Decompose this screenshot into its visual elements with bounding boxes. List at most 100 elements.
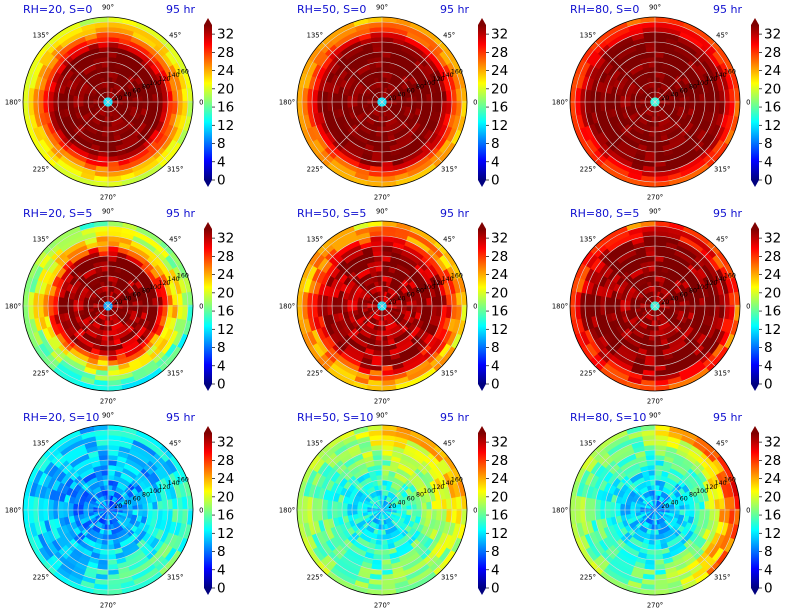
heatmap-cell <box>107 66 115 73</box>
heatmap-cell <box>346 503 353 511</box>
colorbar-tick-label: 24 <box>764 63 781 79</box>
colorbar-tick-label: 16 <box>764 304 781 320</box>
heatmap-cell <box>151 305 159 316</box>
heatmap-cell <box>684 305 691 313</box>
heatmap-cell <box>650 121 656 128</box>
angle-tick-label: 315° <box>167 574 183 582</box>
heatmap-cell <box>375 539 383 546</box>
heatmap-cell <box>698 305 706 316</box>
colorbar-tick-label: 20 <box>764 285 781 301</box>
colorbar-tick-label: 12 <box>217 526 234 542</box>
colorbar-gradient <box>204 433 212 588</box>
colorbar-tick-label: 8 <box>217 136 226 152</box>
heatmap-cell <box>361 98 368 103</box>
heatmap-cell <box>604 296 612 307</box>
polar-panel: 204060801001201401600°45°90°135°180°225°… <box>552 208 754 406</box>
colorbar-tick-label: 12 <box>491 118 508 134</box>
angle-tick-label: 180° <box>552 303 568 311</box>
colorbar-tick-label: 0 <box>217 377 226 393</box>
angle-tick-label: 135° <box>307 31 323 39</box>
colorbar-extend-max <box>204 18 212 25</box>
heatmap-cell <box>654 71 661 78</box>
heatmap-cell <box>127 305 134 311</box>
angular-grid-line <box>107 101 169 163</box>
heatmap-cell <box>107 469 116 476</box>
angle-tick-label: 225° <box>580 166 596 174</box>
heatmap-cell <box>57 92 65 103</box>
heatmap-cell <box>151 101 159 112</box>
colorbar-gradient <box>751 25 759 180</box>
heatmap-cell <box>381 255 392 263</box>
heatmap-cell <box>654 61 663 68</box>
colorbar-tick-label: 32 <box>764 231 781 247</box>
colorbar-tick-label: 24 <box>491 63 508 79</box>
heatmap-cell <box>132 101 139 108</box>
heatmap-cell <box>375 131 383 138</box>
colorbar-tick-label: 12 <box>764 118 781 134</box>
heatmap-cell <box>647 340 656 347</box>
heatmap-cell <box>648 335 656 342</box>
colorbar-tick-label: 16 <box>217 508 234 524</box>
heatmap-cell <box>614 94 621 103</box>
angle-tick-label: 45° <box>169 235 181 243</box>
heatmap-cell <box>67 94 74 103</box>
heatmap-cell <box>356 301 363 307</box>
heatmap-cell <box>629 97 636 103</box>
colorbar-tick-label: 32 <box>491 231 508 247</box>
colorbar-tick-label: 0 <box>764 173 773 189</box>
colorbar-tick-label: 24 <box>764 267 781 283</box>
heatmap-cell <box>107 275 114 282</box>
angle-tick-label: 225° <box>33 166 49 174</box>
heatmap-cell <box>137 101 144 109</box>
angle-tick-label: 180° <box>279 99 295 107</box>
colorbar-tick-label: 0 <box>491 377 500 393</box>
radial-tick-label: 20 <box>661 95 669 102</box>
angle-tick-label: 270° <box>100 194 116 202</box>
heatmap-cell <box>142 509 149 518</box>
heatmap-cell <box>381 285 386 292</box>
heatmap-cell <box>107 255 118 263</box>
heatmap-cell <box>629 301 636 307</box>
heatmap-cell <box>381 61 390 68</box>
angle-tick-label: 135° <box>580 31 596 39</box>
heatmap-cell <box>654 81 659 88</box>
radial-tick-label: 160 <box>177 476 189 483</box>
heatmap-cell <box>654 51 665 59</box>
heatmap-cell <box>669 305 676 310</box>
radial-tick-label: 40 <box>123 295 131 302</box>
colorbar-tick-label: 8 <box>491 136 500 152</box>
colorbar-extend-min <box>204 180 212 187</box>
heatmap-cell <box>396 509 403 514</box>
colorbar-extend-min <box>751 384 759 391</box>
radial-tick-label: 80 <box>416 84 424 91</box>
radial-tick-label: 40 <box>670 91 678 98</box>
heatmap-cell <box>619 299 626 307</box>
angle-tick-label: 90° <box>376 208 388 216</box>
angle-tick-label: 315° <box>714 166 730 174</box>
heatmap-cell <box>331 296 339 307</box>
angle-tick-label: 90° <box>376 4 388 12</box>
heatmap-cell <box>679 305 686 312</box>
colorbar-extend-min <box>204 588 212 595</box>
heatmap-cell <box>351 504 358 511</box>
colorbar-tick-label: 4 <box>217 154 226 170</box>
colorbar-tick-label: 28 <box>491 45 508 61</box>
heatmap-cell <box>654 285 659 292</box>
heatmap-cell <box>698 101 706 112</box>
heatmap-cell <box>346 95 353 103</box>
colorbar-tick-label: 4 <box>764 358 773 374</box>
heatmap-cell <box>107 71 114 78</box>
colorbar-tick-label: 32 <box>217 435 234 451</box>
heatmap-cell <box>107 479 114 486</box>
colorbar-tick-label: 8 <box>764 136 773 152</box>
angular-grid-line <box>321 101 383 163</box>
colorbar-tick-label: 16 <box>217 100 234 116</box>
radial-tick-label: 20 <box>388 299 396 306</box>
angle-tick-label: 45° <box>169 31 181 39</box>
angle-tick-label: 90° <box>102 4 114 12</box>
heatmap-cell <box>151 509 159 520</box>
colorbar-tick-label: 4 <box>217 358 226 374</box>
heatmap-cell <box>374 340 383 347</box>
colorbar-extend-max <box>478 222 486 229</box>
